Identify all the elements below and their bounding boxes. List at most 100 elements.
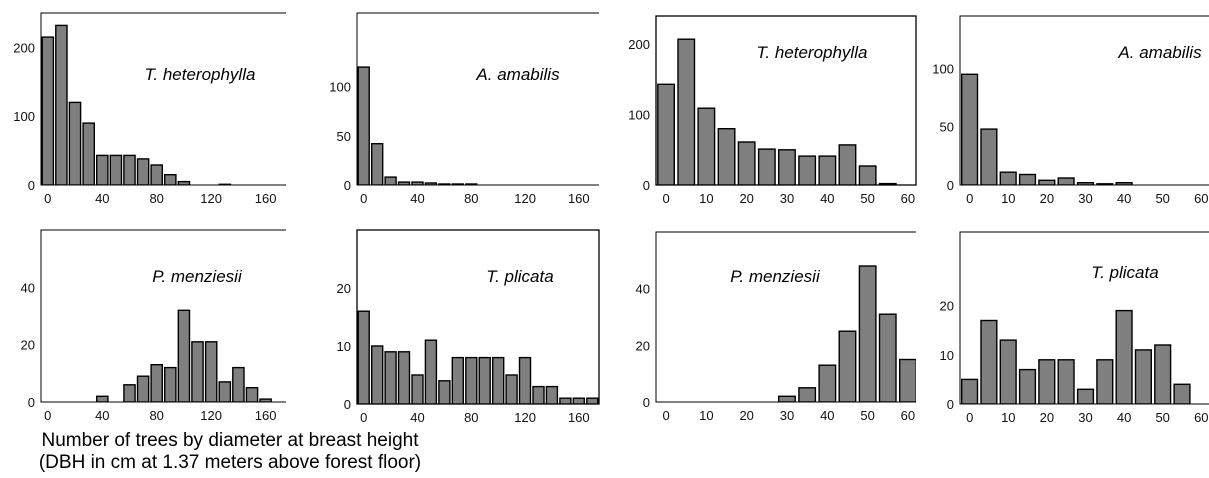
x-tick-label: 30 xyxy=(780,191,794,206)
bar xyxy=(451,356,464,404)
caption-line-2: (DBH in cm at 1.37 meters above forest f… xyxy=(38,452,422,473)
y-tick-label: 20 xyxy=(337,281,351,296)
bar xyxy=(218,183,232,185)
bar xyxy=(1018,368,1037,404)
x-tick-label: 50 xyxy=(860,191,874,206)
x-tick-label: 50 xyxy=(860,408,874,423)
bar xyxy=(838,144,857,185)
x-tick-label: 50 xyxy=(1155,410,1169,425)
x-tick-label: 40 xyxy=(410,191,424,206)
bar xyxy=(245,387,259,402)
bar xyxy=(505,374,518,404)
panel-t-heterophylla-100cm: 0 100 200 0 40 80 120 160 T. heterophylla xyxy=(13,12,286,206)
bar xyxy=(1096,183,1114,185)
y-tick-label: 100 xyxy=(932,61,954,76)
x-tick-label: 10 xyxy=(1001,410,1015,425)
x-tick-label: 40 xyxy=(1117,191,1131,206)
panel-title: A. amabilis xyxy=(1117,43,1202,62)
bar xyxy=(778,149,796,185)
bar-group xyxy=(357,310,599,404)
bar xyxy=(1154,344,1172,404)
panel-title: P. menziesii xyxy=(730,267,821,286)
bar xyxy=(384,176,397,185)
bar xyxy=(82,122,95,185)
bar xyxy=(518,356,532,404)
x-tick-label: 20 xyxy=(1040,191,1054,206)
bar xyxy=(123,384,136,402)
bar xyxy=(1057,177,1075,185)
x-tick-label: 20 xyxy=(739,408,753,423)
x-tick-label: 160 xyxy=(568,191,590,206)
bar xyxy=(232,366,245,402)
bar xyxy=(1115,309,1133,404)
bar xyxy=(191,341,204,402)
y-tick-label: 20 xyxy=(21,338,35,353)
x-tick-label: 80 xyxy=(464,191,478,206)
bar-group xyxy=(961,309,1191,404)
x-tick-label: 60 xyxy=(901,191,915,206)
x-tick-label: 20 xyxy=(1040,410,1054,425)
bar xyxy=(177,309,191,402)
bar xyxy=(559,397,572,404)
x-tick-label: 0 xyxy=(662,191,669,206)
plot-frame xyxy=(655,231,916,403)
y-tick-label: 0 xyxy=(344,178,351,193)
panel-a-amabilis-60cm: 0 50 100 0 10 20 30 40 50 60 A. amabilis xyxy=(932,15,1209,206)
x-tick-label: 30 xyxy=(1078,191,1092,206)
bar xyxy=(438,380,451,404)
x-tick-label: 120 xyxy=(514,410,536,425)
x-tick-label: 80 xyxy=(149,408,163,423)
bar xyxy=(1076,181,1095,185)
x-tick-label: 0 xyxy=(44,191,51,206)
x-tick-label: 20 xyxy=(739,191,753,206)
x-tick-label: 120 xyxy=(514,191,536,206)
bar-group xyxy=(961,73,1133,185)
plot-frame xyxy=(356,12,599,186)
bar-group xyxy=(657,38,897,185)
bar xyxy=(371,142,384,185)
bar xyxy=(397,181,411,185)
bar xyxy=(757,148,776,185)
bar xyxy=(136,158,150,185)
bar xyxy=(150,164,164,185)
x-tick-label: 0 xyxy=(360,410,367,425)
bar xyxy=(465,183,478,185)
bar-group xyxy=(95,309,272,402)
plot-frame xyxy=(40,12,286,186)
bar xyxy=(371,345,384,404)
bar xyxy=(818,364,837,402)
panel-p-menziesii-100cm: 0 20 40 0 40 80 120 160 P. menziesii xyxy=(21,229,286,423)
panel-t-heterophylla-60cm: 0 100 200 0 10 20 30 40 50 60 T. heterophylla xyxy=(628,15,917,206)
bar xyxy=(961,73,979,185)
bar xyxy=(858,265,877,402)
bar xyxy=(858,165,877,185)
x-tick-label: 60 xyxy=(1194,191,1208,206)
x-tick-label: 40 xyxy=(1117,410,1131,425)
y-tick-label: 100 xyxy=(628,108,650,123)
bar xyxy=(677,38,696,185)
bar xyxy=(532,385,545,404)
bar xyxy=(478,356,491,404)
x-tick-label: 40 xyxy=(820,408,834,423)
figure-caption: Number of trees by diameter at breast he… xyxy=(20,430,440,474)
y-tick-label: 200 xyxy=(628,37,650,52)
x-tick-label: 160 xyxy=(255,408,277,423)
bar xyxy=(68,101,82,185)
bar xyxy=(737,141,756,185)
bar xyxy=(95,395,109,402)
panel-title: T. plicata xyxy=(486,267,553,286)
y-tick-label: 0 xyxy=(28,395,35,410)
y-tick-label: 10 xyxy=(940,348,954,363)
x-tick-label: 0 xyxy=(44,408,51,423)
bar xyxy=(163,173,177,185)
bar xyxy=(1173,383,1191,404)
bar xyxy=(384,351,397,404)
y-tick-label: 0 xyxy=(643,178,650,193)
bar xyxy=(798,387,817,402)
bar xyxy=(878,182,897,185)
panel-title: T. plicata xyxy=(1091,263,1158,282)
x-tick-label: 60 xyxy=(1194,410,1208,425)
bar xyxy=(424,182,438,185)
bar xyxy=(465,356,478,404)
